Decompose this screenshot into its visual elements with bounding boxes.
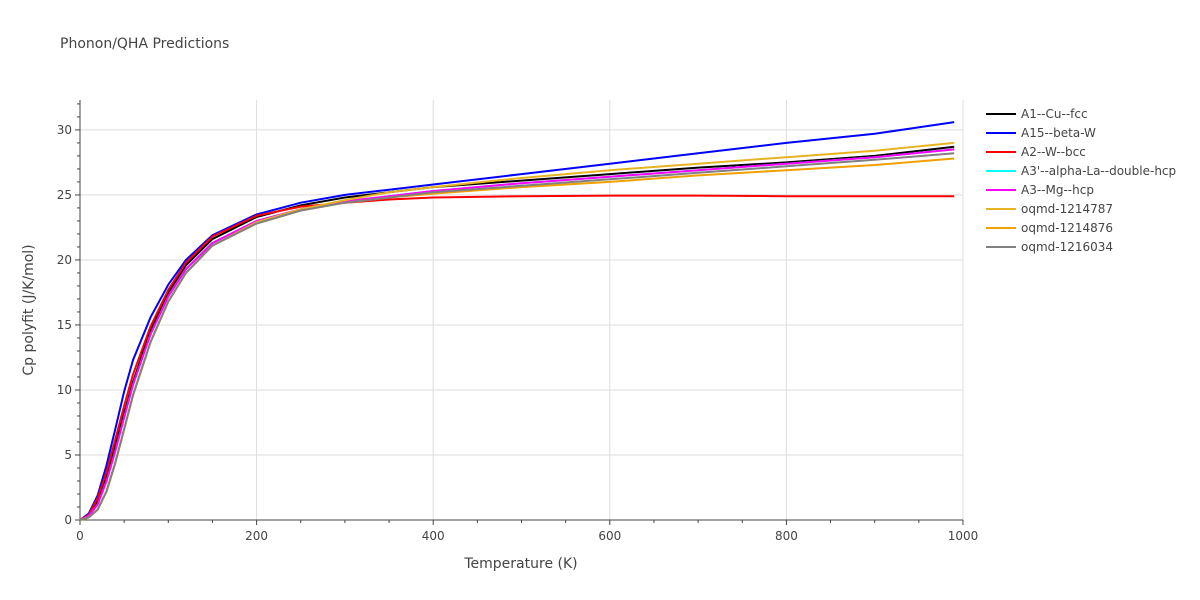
legend-label: oqmd-1214876 bbox=[1021, 221, 1113, 235]
chart-title: Phonon/QHA Predictions bbox=[60, 36, 230, 52]
y-tick-label: 10 bbox=[57, 383, 72, 397]
series-lines bbox=[79, 121, 955, 521]
x-tick-label: 800 bbox=[775, 529, 798, 543]
y-tick-label: 5 bbox=[64, 448, 72, 462]
legend-label: oqmd-1216034 bbox=[1021, 240, 1113, 254]
legend-item[interactable]: A15--beta-W bbox=[986, 126, 1096, 140]
legend-item[interactable]: oqmd-1214876 bbox=[986, 221, 1113, 235]
series-line-7[interactable] bbox=[79, 152, 955, 521]
legend-item[interactable]: A1--Cu--fcc bbox=[986, 107, 1088, 121]
legend-label: oqmd-1214787 bbox=[1021, 202, 1113, 216]
series-line-5[interactable] bbox=[79, 141, 955, 521]
legend-item[interactable]: oqmd-1216034 bbox=[986, 240, 1113, 254]
y-tick-label: 0 bbox=[64, 513, 72, 527]
y-tick-label: 30 bbox=[57, 123, 72, 137]
x-tick-label: 1000 bbox=[948, 529, 979, 543]
series-line-6[interactable] bbox=[79, 157, 955, 521]
x-tick-label: 0 bbox=[76, 529, 84, 543]
y-tick-label: 15 bbox=[57, 318, 72, 332]
legend-label: A15--beta-W bbox=[1021, 126, 1096, 140]
y-tick-label: 25 bbox=[57, 188, 72, 202]
series-line-4[interactable] bbox=[79, 148, 955, 521]
legend-item[interactable]: A3--Mg--hcp bbox=[986, 183, 1094, 197]
legend-label: A1--Cu--fcc bbox=[1021, 107, 1088, 121]
y-tick-label: 20 bbox=[57, 253, 72, 267]
x-tick-label: 400 bbox=[422, 529, 445, 543]
legend-label: A3--Mg--hcp bbox=[1021, 183, 1094, 197]
legend-item[interactable]: A3'--alpha-La--double-hcp bbox=[986, 164, 1176, 178]
axes: 0 200 400 600 800 1000 0 5 10 15 20 25 30 bbox=[57, 100, 979, 543]
x-tick-label: 600 bbox=[598, 529, 621, 543]
x-axis-title: Temperature (K) bbox=[463, 556, 577, 572]
series-line-2[interactable] bbox=[79, 194, 955, 521]
x-tick-label: 200 bbox=[245, 529, 268, 543]
series-line-0[interactable] bbox=[79, 145, 955, 521]
legend[interactable]: A1--Cu--fcc A15--beta-W A2--W--bcc A3'--alp… bbox=[986, 107, 1176, 254]
series-line-3[interactable] bbox=[79, 148, 955, 521]
legend-item[interactable]: oqmd-1214787 bbox=[986, 202, 1113, 216]
legend-label: A2--W--bcc bbox=[1021, 145, 1086, 159]
y-axis-title: Cp polyfit (J/K/mol) bbox=[21, 244, 37, 375]
legend-item[interactable]: A2--W--bcc bbox=[986, 145, 1086, 159]
legend-label: A3'--alpha-La--double-hcp bbox=[1021, 164, 1176, 178]
grid-lines bbox=[80, 100, 964, 520]
series-line-1[interactable] bbox=[79, 121, 955, 521]
